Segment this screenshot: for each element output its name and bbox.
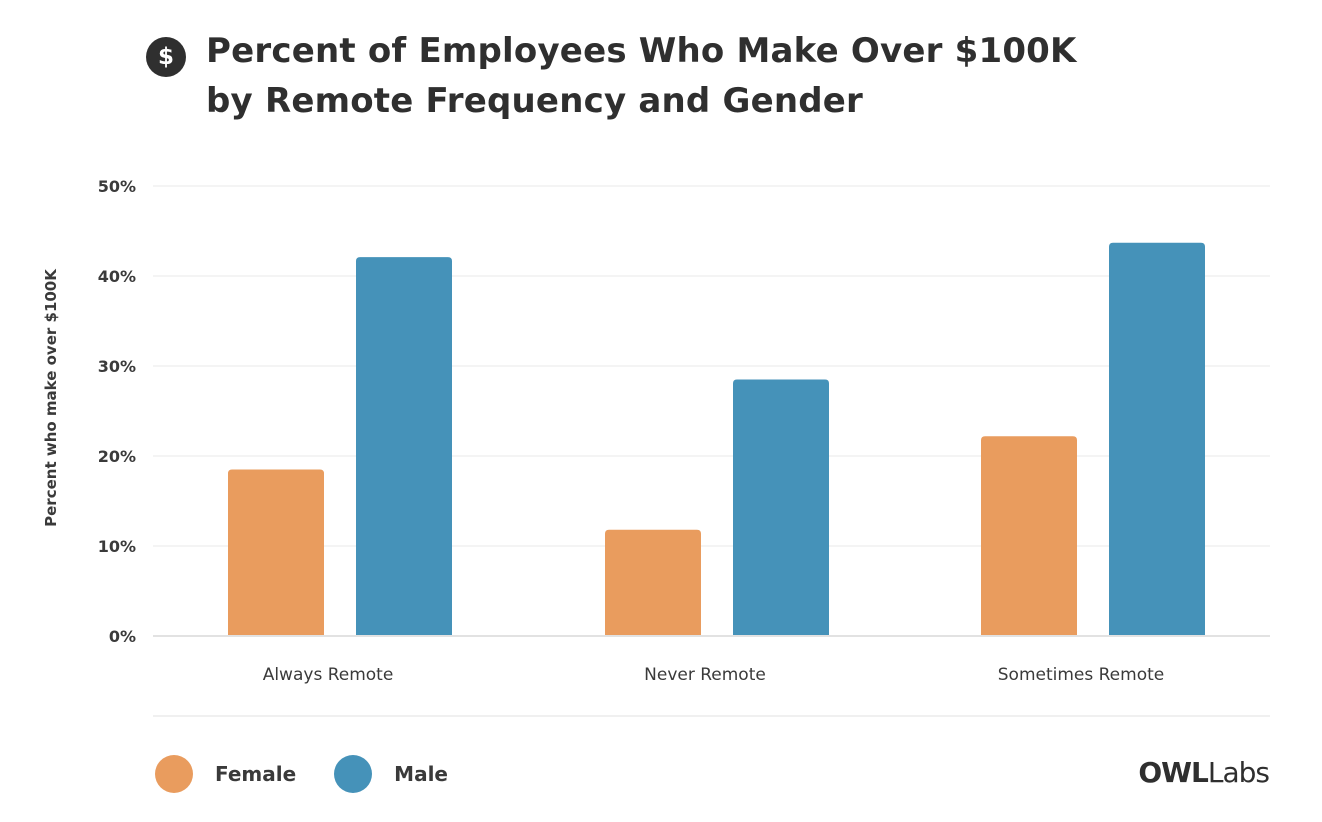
legend-label-male: Male (394, 762, 448, 786)
chart-title: Percent of Employees Who Make Over $100K… (206, 26, 1206, 126)
y-tick-label: 10% (98, 537, 136, 556)
y-tick-label: 40% (98, 267, 136, 286)
dollar-icon: $ (146, 37, 186, 77)
legend-swatch-female (155, 755, 193, 793)
bar-male (733, 379, 829, 636)
legend-item-female: Female (155, 755, 296, 793)
chart-title-line-2: by Remote Frequency and Gender (206, 81, 864, 121)
y-tick-label: 20% (98, 447, 136, 466)
y-tick-label: 0% (109, 627, 136, 646)
legend-swatch-male (334, 755, 373, 793)
logo-owl-text: OWL (1138, 756, 1209, 789)
bar-female (605, 529, 701, 636)
bar-female (981, 436, 1077, 636)
legend-item-male: Male (334, 755, 448, 793)
legend-label-female: Female (215, 762, 297, 786)
bar-male (1109, 242, 1205, 636)
logo-labs-text: Labs (1207, 756, 1270, 789)
chart-title-line-1: Percent of Employees Who Make Over $100K (206, 31, 1077, 71)
legend: Female Male (155, 754, 486, 794)
x-tick-label: Sometimes Remote (998, 665, 1164, 685)
bar-female (228, 469, 324, 636)
y-axis-label: Percent who make over $100K (42, 268, 60, 527)
owl-labs-logo: OWLLabs (1138, 756, 1270, 789)
x-tick-label: Always Remote (263, 665, 394, 685)
y-tick-label: 50% (98, 177, 136, 196)
bar-male (356, 257, 452, 636)
y-tick-label: 30% (98, 357, 136, 376)
x-tick-label: Never Remote (644, 665, 766, 685)
